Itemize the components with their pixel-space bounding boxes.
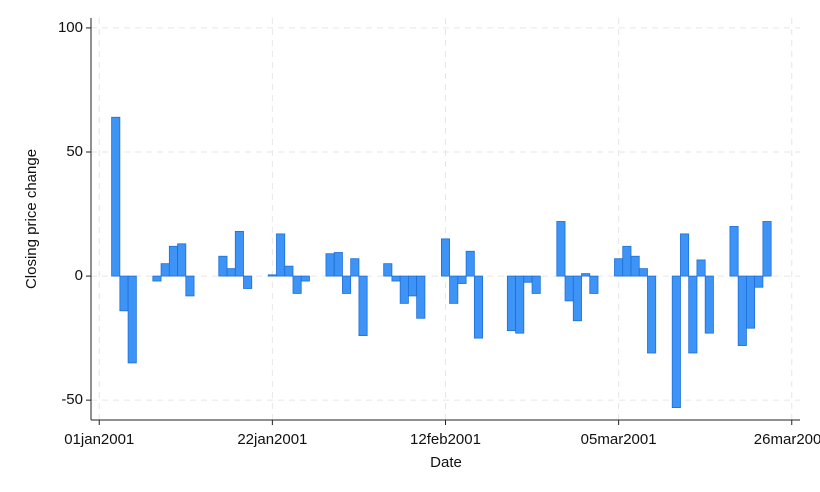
y-tick-label: 100 <box>58 19 83 36</box>
bar <box>243 275 253 289</box>
bar <box>671 275 681 408</box>
bar <box>267 274 277 277</box>
bar <box>556 221 566 277</box>
bar <box>589 275 599 294</box>
bar <box>358 275 368 337</box>
bar <box>399 275 409 304</box>
bar <box>383 263 393 277</box>
y-tick-label: 0 <box>75 267 83 284</box>
bar <box>440 238 451 277</box>
bar <box>226 268 236 277</box>
bar <box>572 275 582 322</box>
bar <box>515 275 525 334</box>
bar <box>696 259 706 277</box>
y-axis-title: Closing price change <box>23 149 40 289</box>
bar <box>506 275 516 332</box>
bar <box>160 263 170 277</box>
bar <box>350 258 360 277</box>
bar <box>111 116 121 277</box>
bar <box>762 221 772 277</box>
bar <box>523 275 533 283</box>
bar <box>284 265 294 277</box>
x-tick-label: 12feb2001 <box>410 431 481 448</box>
bar <box>416 275 426 319</box>
bar <box>449 275 459 304</box>
bar <box>680 233 690 277</box>
bar <box>746 275 756 329</box>
bar <box>408 275 418 297</box>
bar <box>152 275 162 282</box>
bar <box>638 268 648 277</box>
bar <box>218 255 228 277</box>
bar <box>342 275 352 294</box>
bar <box>647 275 657 354</box>
bar <box>465 250 475 277</box>
y-tick-label: -50 <box>61 391 83 408</box>
bar <box>531 275 541 294</box>
bar <box>276 233 286 277</box>
bar <box>622 245 632 277</box>
x-tick-label: 22jan2001 <box>237 431 307 448</box>
x-axis-title: Date <box>430 454 462 471</box>
bar <box>391 275 401 282</box>
bar <box>630 255 640 277</box>
bar <box>704 275 714 334</box>
bar <box>729 226 739 277</box>
bar <box>581 273 591 277</box>
bar <box>754 275 764 288</box>
y-tick-label: 50 <box>66 143 83 160</box>
bar <box>333 252 343 277</box>
bar <box>564 275 574 302</box>
bar <box>457 275 467 284</box>
bar <box>688 275 698 354</box>
bar <box>614 258 624 277</box>
bar <box>168 245 178 277</box>
bar <box>234 231 244 277</box>
x-tick-label: 01jan2001 <box>64 431 134 448</box>
bar <box>325 253 335 277</box>
bar <box>119 275 129 312</box>
bar <box>185 275 195 297</box>
bar <box>737 275 747 346</box>
x-tick-label: 05mar2001 <box>581 431 657 448</box>
bar <box>127 275 137 364</box>
bar <box>177 243 187 277</box>
bar <box>292 275 302 294</box>
bar <box>300 275 310 282</box>
x-tick-label: 26mar2001 <box>754 431 820 448</box>
bar <box>473 275 483 339</box>
